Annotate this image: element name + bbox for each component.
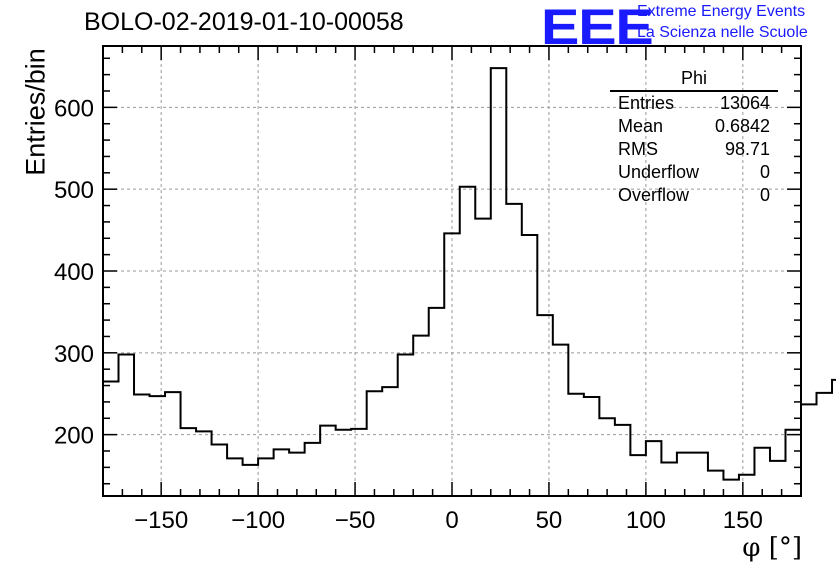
stats-row-rms: RMS 98.71: [610, 138, 778, 161]
grid-lines: [103, 46, 801, 496]
y-axis-label: Entries/bin: [20, 48, 51, 176]
histogram-outline: [103, 67, 836, 481]
x-tick-label: 50: [536, 507, 563, 534]
y-tick-label: 600: [54, 95, 94, 122]
tick-labels: −150 −100 −50 0 50 100 150 200 300 400 500 600: [54, 95, 763, 534]
y-tick-label: 400: [54, 259, 94, 286]
chart-title: BOLO-02-2019-01-10-00058: [84, 8, 404, 36]
x-tick-label: −50: [335, 507, 376, 534]
stats-value: 98.71: [724, 139, 770, 159]
stats-label: RMS: [618, 139, 658, 159]
x-tick-label: −150: [134, 507, 188, 534]
stats-row-overflow: Overflow 0: [610, 184, 778, 207]
x-tick-label: 0: [445, 507, 458, 534]
stats-label: Overflow: [618, 185, 690, 205]
stats-title: Phi: [610, 68, 778, 92]
stats-row-entries: Entries 13064: [610, 92, 778, 115]
stats-row-underflow: Underflow 0: [610, 161, 778, 184]
stats-box: Phi Entries 13064 Mean 0.6842 RMS 98.71 …: [610, 68, 778, 207]
stats-value: 0.6842: [714, 116, 770, 136]
stats-label: Mean: [618, 116, 664, 136]
stats-value: 0: [759, 185, 770, 205]
stats-label: Underflow: [618, 162, 700, 182]
x-tick-label: −100: [231, 507, 285, 534]
eee-logo: EEE: [541, 0, 654, 55]
y-tick-label: 300: [54, 341, 94, 368]
x-tick-label: 150: [723, 507, 763, 534]
logo-line-1: Extreme Energy Events: [637, 3, 806, 20]
x-tick-label: 100: [626, 507, 666, 534]
x-axis-label: φ [°]: [742, 533, 802, 563]
y-tick-label: 500: [54, 177, 94, 204]
logo-line-2: La Scienza nelle Scuole: [637, 24, 808, 41]
axis-ticks: [102, 46, 802, 496]
y-tick-label: 200: [54, 423, 94, 450]
stats-value: 13064: [719, 93, 770, 113]
stats-value: 0: [759, 162, 770, 182]
stats-row-mean: Mean 0.6842: [610, 115, 778, 138]
stats-label: Entries: [618, 93, 675, 113]
